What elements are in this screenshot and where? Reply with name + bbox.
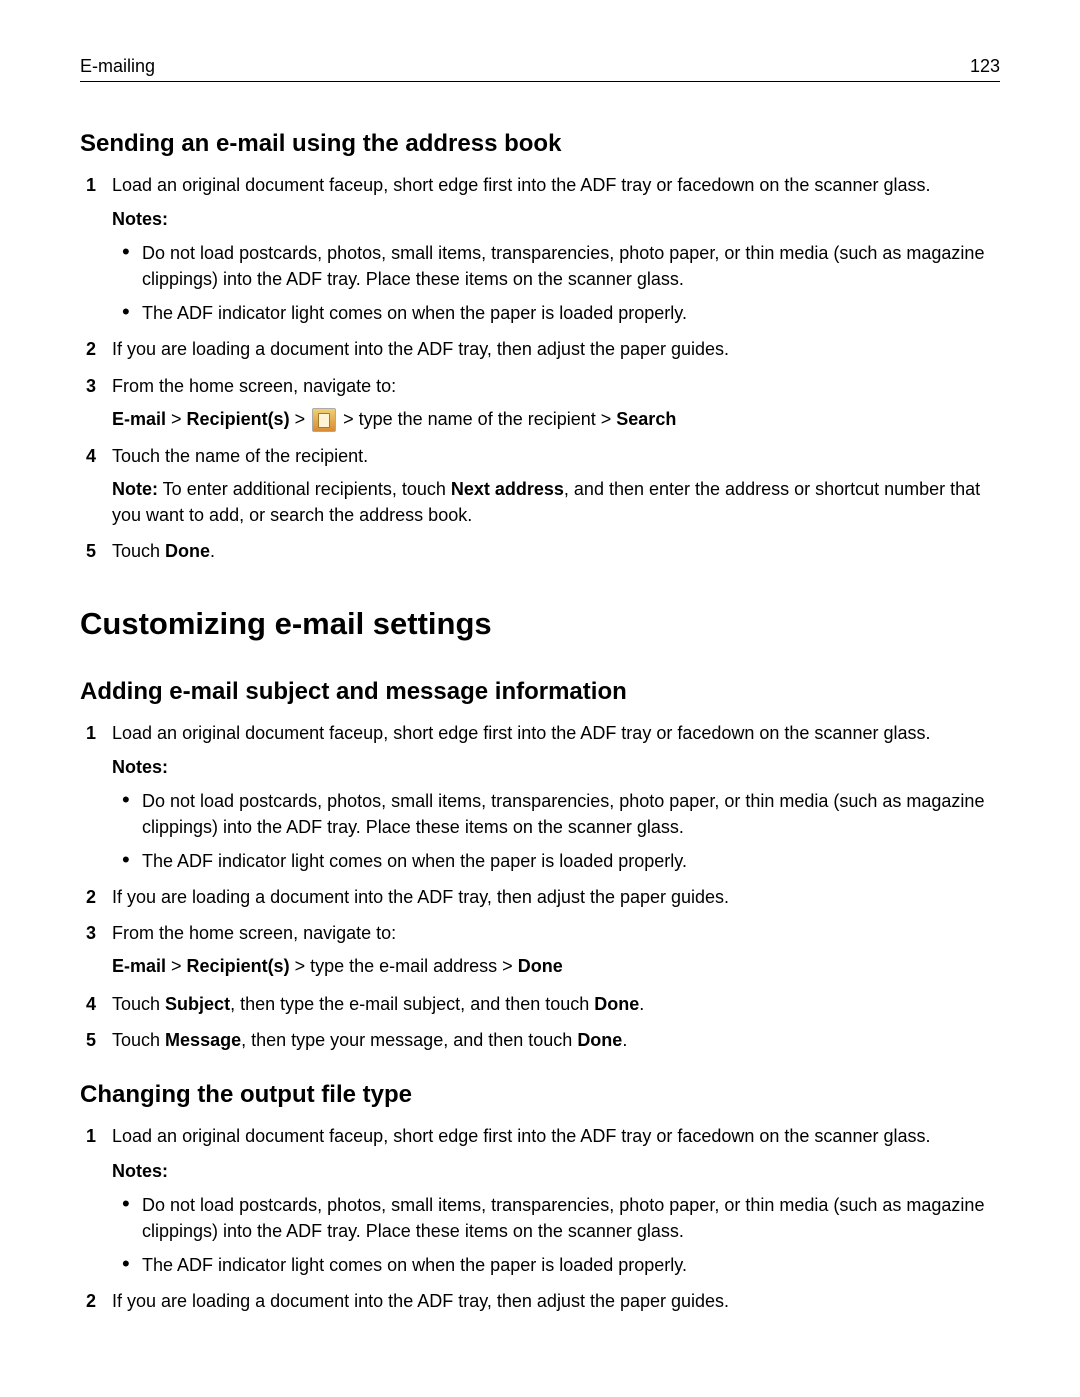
step-bold: Done: [594, 994, 639, 1014]
path-text: > type the name of the recipient >: [338, 409, 616, 429]
step-text: .: [622, 1030, 627, 1050]
nav-path: E-mail > Recipient(s) > type the e-mail …: [112, 952, 1000, 981]
note-item: The ADF indicator light comes on when th…: [140, 1252, 1000, 1278]
notes-list: Do not load postcards, photos, small ite…: [112, 1192, 1000, 1278]
header-page-number: 123: [970, 56, 1000, 77]
heading-sending-email-address-book: Sending an e-mail using the address book: [80, 130, 1000, 158]
step-4: Touch the name of the recipient. Note: T…: [80, 443, 1000, 527]
path-recipients: Recipient(s): [187, 956, 290, 976]
path-sep: >: [166, 956, 187, 976]
notes-label: Notes:: [112, 754, 1000, 780]
nav-path: E-mail > Recipient(s) > > type the name …: [112, 405, 1000, 434]
address-book-icon: [312, 408, 336, 432]
notes-list: Do not load postcards, photos, small ite…: [112, 788, 1000, 874]
step-4: Touch Subject, then type the e-mail subj…: [80, 991, 1000, 1017]
step-text: Touch: [112, 994, 165, 1014]
page-header: E-mailing 123: [80, 56, 1000, 82]
heading-changing-output-file-type: Changing the output file type: [80, 1081, 1000, 1109]
step-text: From the home screen, navigate to:: [112, 923, 396, 943]
step-text: Load an original document faceup, short …: [112, 175, 930, 195]
path-recipients: Recipient(s): [187, 409, 290, 429]
step-text: , then type the e-mail subject, and then…: [230, 994, 594, 1014]
path-email: E-mail: [112, 409, 166, 429]
step-text: Load an original document faceup, short …: [112, 1126, 930, 1146]
step-5: Touch Done.: [80, 538, 1000, 564]
steps-section2: Load an original document faceup, short …: [80, 720, 1000, 1054]
step-2: If you are loading a document into the A…: [80, 336, 1000, 362]
step-text: .: [639, 994, 644, 1014]
step-3: From the home screen, navigate to: E-mai…: [80, 373, 1000, 434]
step-bold: Done: [577, 1030, 622, 1050]
step-bold: Message: [165, 1030, 241, 1050]
heading-customizing-email-settings: Customizing e-mail settings: [80, 606, 1000, 642]
note-item: Do not load postcards, photos, small ite…: [140, 788, 1000, 840]
step-2: If you are loading a document into the A…: [80, 1288, 1000, 1314]
step-1: Load an original document faceup, short …: [80, 1123, 1000, 1277]
step-text: Touch: [112, 541, 165, 561]
note-label: Note:: [112, 479, 158, 499]
path-sep: >: [290, 409, 311, 429]
step-text: , then type your message, and then touch: [241, 1030, 577, 1050]
step-text: .: [210, 541, 215, 561]
note-item: Do not load postcards, photos, small ite…: [140, 240, 1000, 292]
notes-label: Notes:: [112, 206, 1000, 232]
step-1: Load an original document faceup, short …: [80, 720, 1000, 874]
note-item: The ADF indicator light comes on when th…: [140, 300, 1000, 326]
step-bold: Done: [165, 541, 210, 561]
path-text: > type the e-mail address >: [290, 956, 518, 976]
step-2: If you are loading a document into the A…: [80, 884, 1000, 910]
note-item: The ADF indicator light comes on when th…: [140, 848, 1000, 874]
step-text: Load an original document faceup, short …: [112, 723, 930, 743]
note-bold: Next address: [451, 479, 564, 499]
note-text: To enter additional recipients, touch: [158, 479, 451, 499]
path-search: Search: [616, 409, 676, 429]
header-section: E-mailing: [80, 56, 155, 77]
heading-adding-subject-message: Adding e-mail subject and message inform…: [80, 678, 1000, 706]
steps-section3: Load an original document faceup, short …: [80, 1123, 1000, 1314]
notes-list: Do not load postcards, photos, small ite…: [112, 240, 1000, 326]
steps-section1: Load an original document faceup, short …: [80, 172, 1000, 564]
note-item: Do not load postcards, photos, small ite…: [140, 1192, 1000, 1244]
step-3: From the home screen, navigate to: E-mai…: [80, 920, 1000, 981]
path-email: E-mail: [112, 956, 166, 976]
step-text: From the home screen, navigate to:: [112, 376, 396, 396]
step-1: Load an original document faceup, short …: [80, 172, 1000, 326]
path-done: Done: [518, 956, 563, 976]
step-text: Touch: [112, 1030, 165, 1050]
step-5: Touch Message, then type your message, a…: [80, 1027, 1000, 1053]
path-sep: >: [166, 409, 187, 429]
step-note: Note: To enter additional recipients, to…: [112, 476, 1000, 528]
step-bold: Subject: [165, 994, 230, 1014]
step-text: Touch the name of the recipient.: [112, 446, 368, 466]
notes-label: Notes:: [112, 1158, 1000, 1184]
